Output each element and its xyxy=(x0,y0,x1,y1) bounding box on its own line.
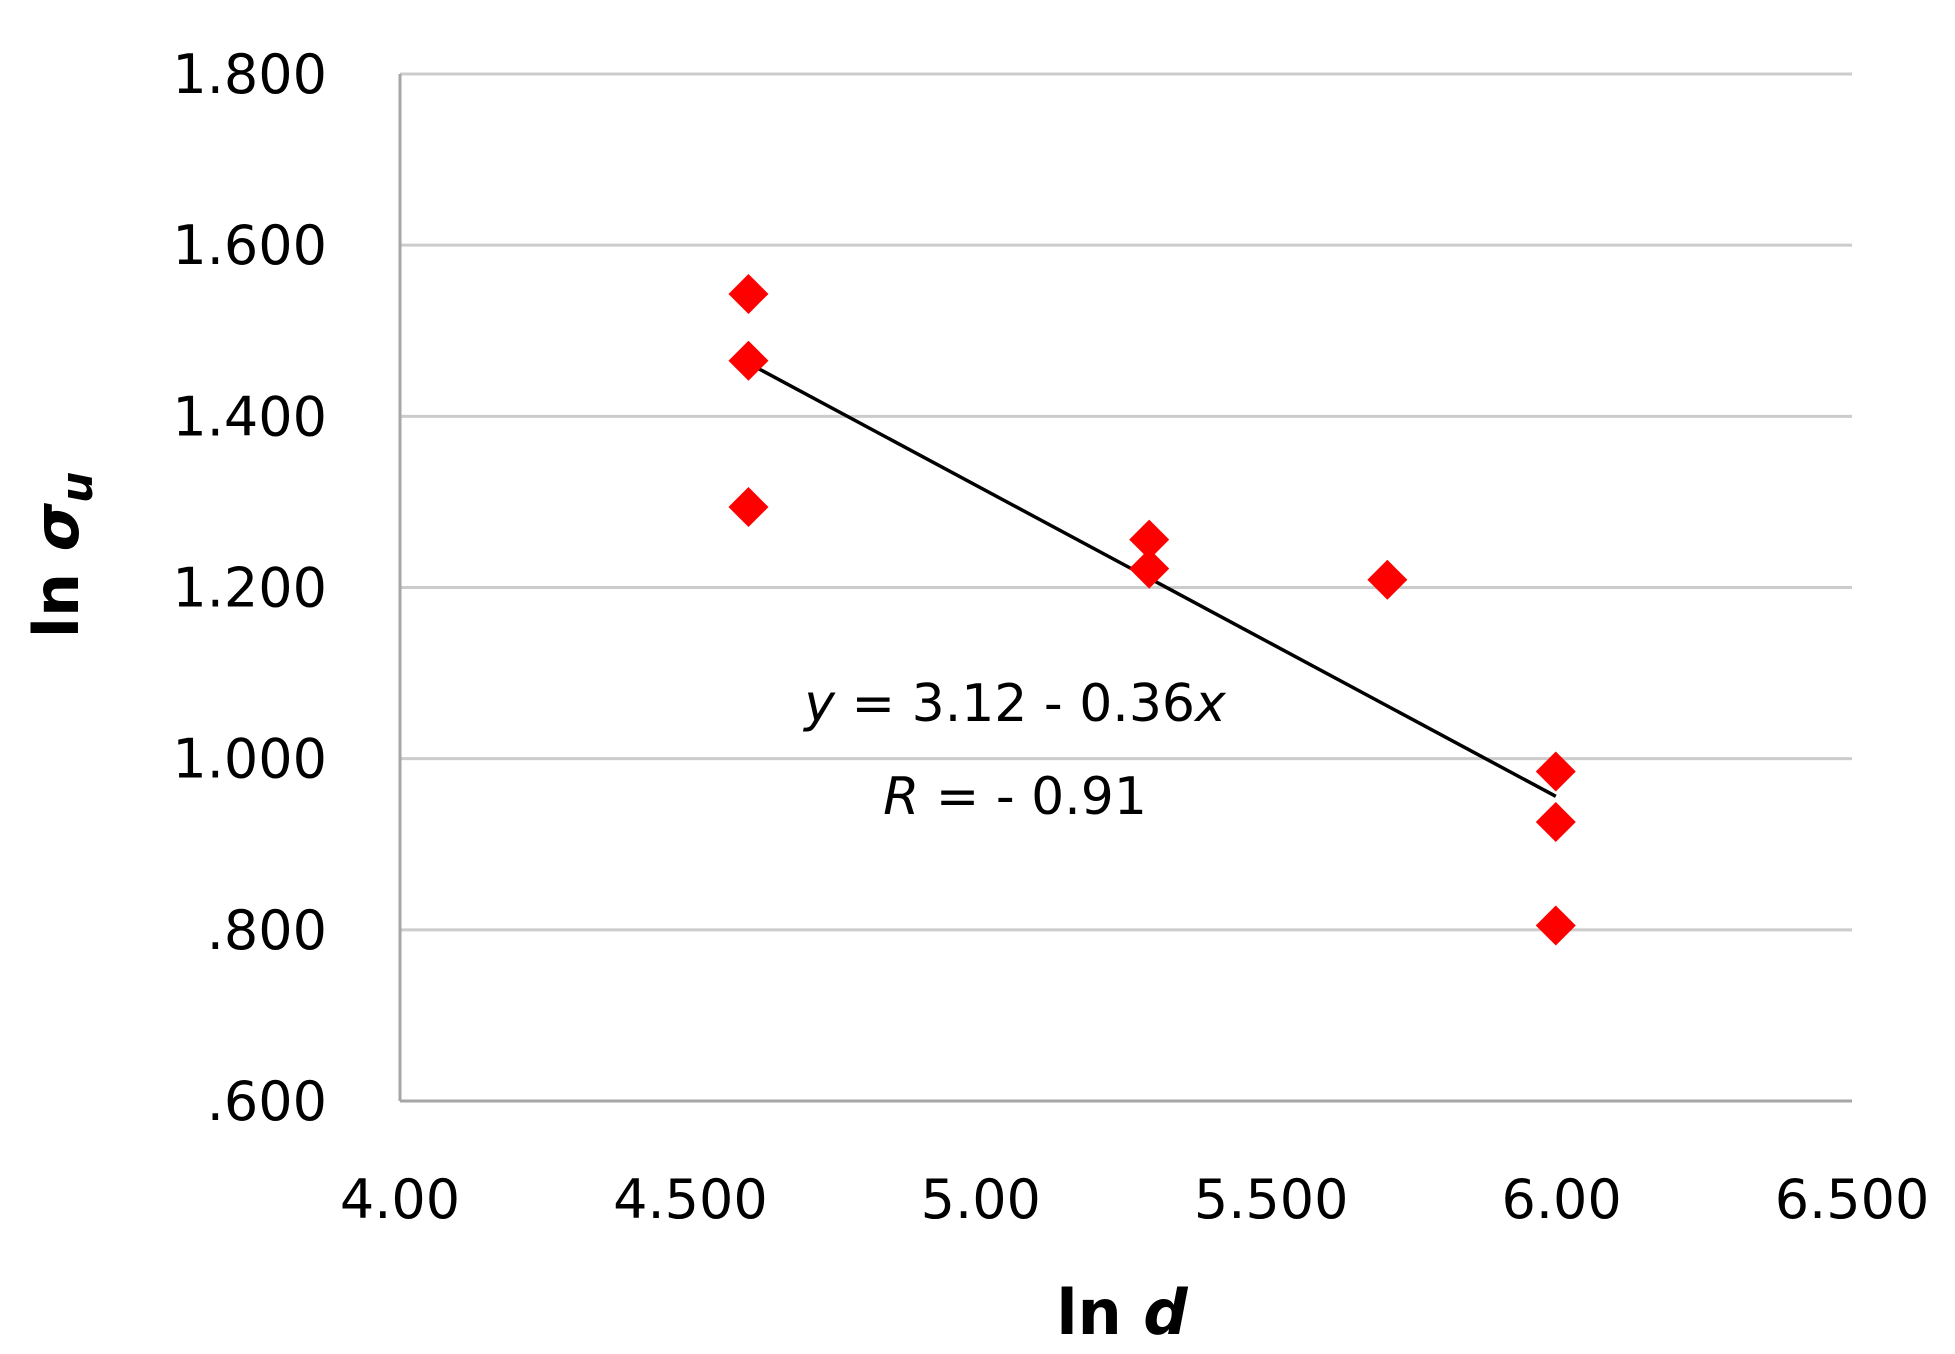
x-tick-label: 5.00 xyxy=(921,1168,1041,1231)
y-axis-title-sub: u xyxy=(52,472,103,503)
plot-area-frame xyxy=(398,74,1852,1103)
y-tick-labels: .600 .800 1.000 1.200 1.400 1.600 1.800 xyxy=(172,43,327,1133)
trend-equation-body: = 3.12 - 0.36 xyxy=(835,674,1195,734)
data-point-diamond xyxy=(728,273,769,314)
data-point-diamond xyxy=(1535,751,1576,792)
trend-equation-var: x xyxy=(1193,674,1227,734)
x-axis-title-prefix: ln xyxy=(1056,1276,1143,1349)
x-axis-title: ln d xyxy=(1056,1276,1188,1349)
x-tick-label: 6.500 xyxy=(1775,1168,1930,1231)
r-value: R = - 0.91 xyxy=(883,767,1147,827)
data-points xyxy=(728,273,1576,946)
x-tick-label: 6.00 xyxy=(1501,1168,1621,1231)
y-tick-label: 1.600 xyxy=(172,214,327,277)
data-point-diamond xyxy=(1535,905,1576,946)
trend-equation: y = 3.12 - 0.36x xyxy=(802,674,1227,734)
data-point-diamond xyxy=(728,340,769,381)
y-axis-title: ln σu xyxy=(20,472,103,639)
y-tick-label: 1.400 xyxy=(172,385,327,448)
trend-equation-lhs: y xyxy=(802,674,836,734)
y-axis-title-prefix: ln xyxy=(20,551,93,638)
data-point-diamond xyxy=(1367,559,1408,600)
x-tick-label: 4.00 xyxy=(340,1168,460,1231)
x-tick-label: 5.500 xyxy=(1194,1168,1349,1231)
y-tick-label: .800 xyxy=(207,899,327,962)
r-value-body: = - 0.91 xyxy=(919,767,1147,827)
r-value-lhs: R xyxy=(883,767,919,827)
y-tick-label: 1.800 xyxy=(172,43,327,106)
x-tick-labels: 4.00 4.500 5.00 5.500 6.00 6.500 xyxy=(340,1168,1929,1231)
y-tick-label: .600 xyxy=(207,1070,327,1133)
x-axis-title-var: d xyxy=(1143,1276,1188,1349)
data-point-diamond xyxy=(1129,519,1170,560)
y-tick-label: 1.000 xyxy=(172,728,327,791)
x-tick-label: 4.500 xyxy=(613,1168,768,1231)
data-point-diamond xyxy=(1129,548,1170,589)
gridlines xyxy=(400,72,1852,932)
y-axis-title-var: σ xyxy=(20,502,93,551)
y-tick-label: 1.200 xyxy=(172,557,327,620)
data-point-diamond xyxy=(1535,801,1576,842)
data-point-diamond xyxy=(728,487,769,528)
